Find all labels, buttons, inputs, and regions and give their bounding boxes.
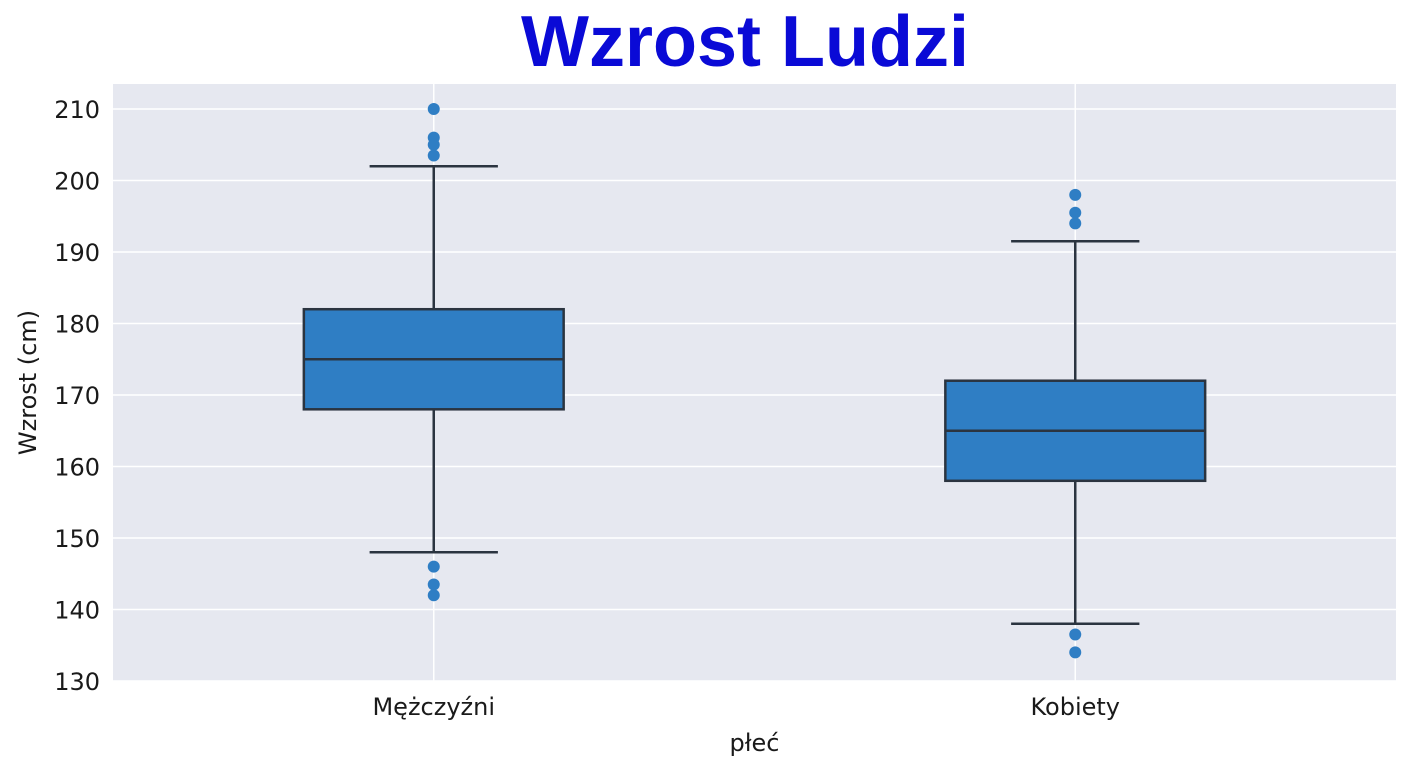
x-tick-label: Mężczyźni (372, 693, 495, 721)
boxes (302, 103, 1207, 659)
outlier-point (1069, 188, 1082, 201)
outlier-point (427, 138, 440, 151)
y-tick-label: 150 (54, 525, 100, 553)
outlier-point (1069, 217, 1082, 230)
outlier-point (427, 589, 440, 602)
y-tick-label: 160 (54, 454, 100, 482)
outlier-point (427, 560, 440, 573)
y-axis-ticks: 130 140 150 160 170 180 190 200 210 (54, 96, 100, 696)
y-axis-label: Wzrost (cm) (14, 310, 42, 455)
y-tick-label: 190 (54, 239, 100, 267)
outlier-point (1069, 628, 1082, 641)
outlier-point (427, 578, 440, 591)
y-tick-label: 130 (54, 668, 100, 696)
box-group (302, 103, 565, 602)
box-group (944, 188, 1207, 659)
x-axis-ticks: Mężczyźni Kobiety (372, 693, 1120, 721)
y-tick-label: 170 (54, 382, 100, 410)
chart-title: Wzrost Ludzi (521, 2, 969, 82)
y-tick-label: 200 (54, 168, 100, 196)
x-tick-label: Kobiety (1030, 693, 1120, 721)
outlier-point (427, 103, 440, 116)
x-axis-label: płeć (729, 729, 779, 757)
y-tick-label: 140 (54, 597, 100, 625)
y-tick-label: 180 (54, 311, 100, 339)
outlier-point (1069, 206, 1082, 219)
outlier-point (1069, 646, 1082, 659)
outlier-point (427, 149, 440, 162)
y-tick-label: 210 (54, 96, 100, 124)
